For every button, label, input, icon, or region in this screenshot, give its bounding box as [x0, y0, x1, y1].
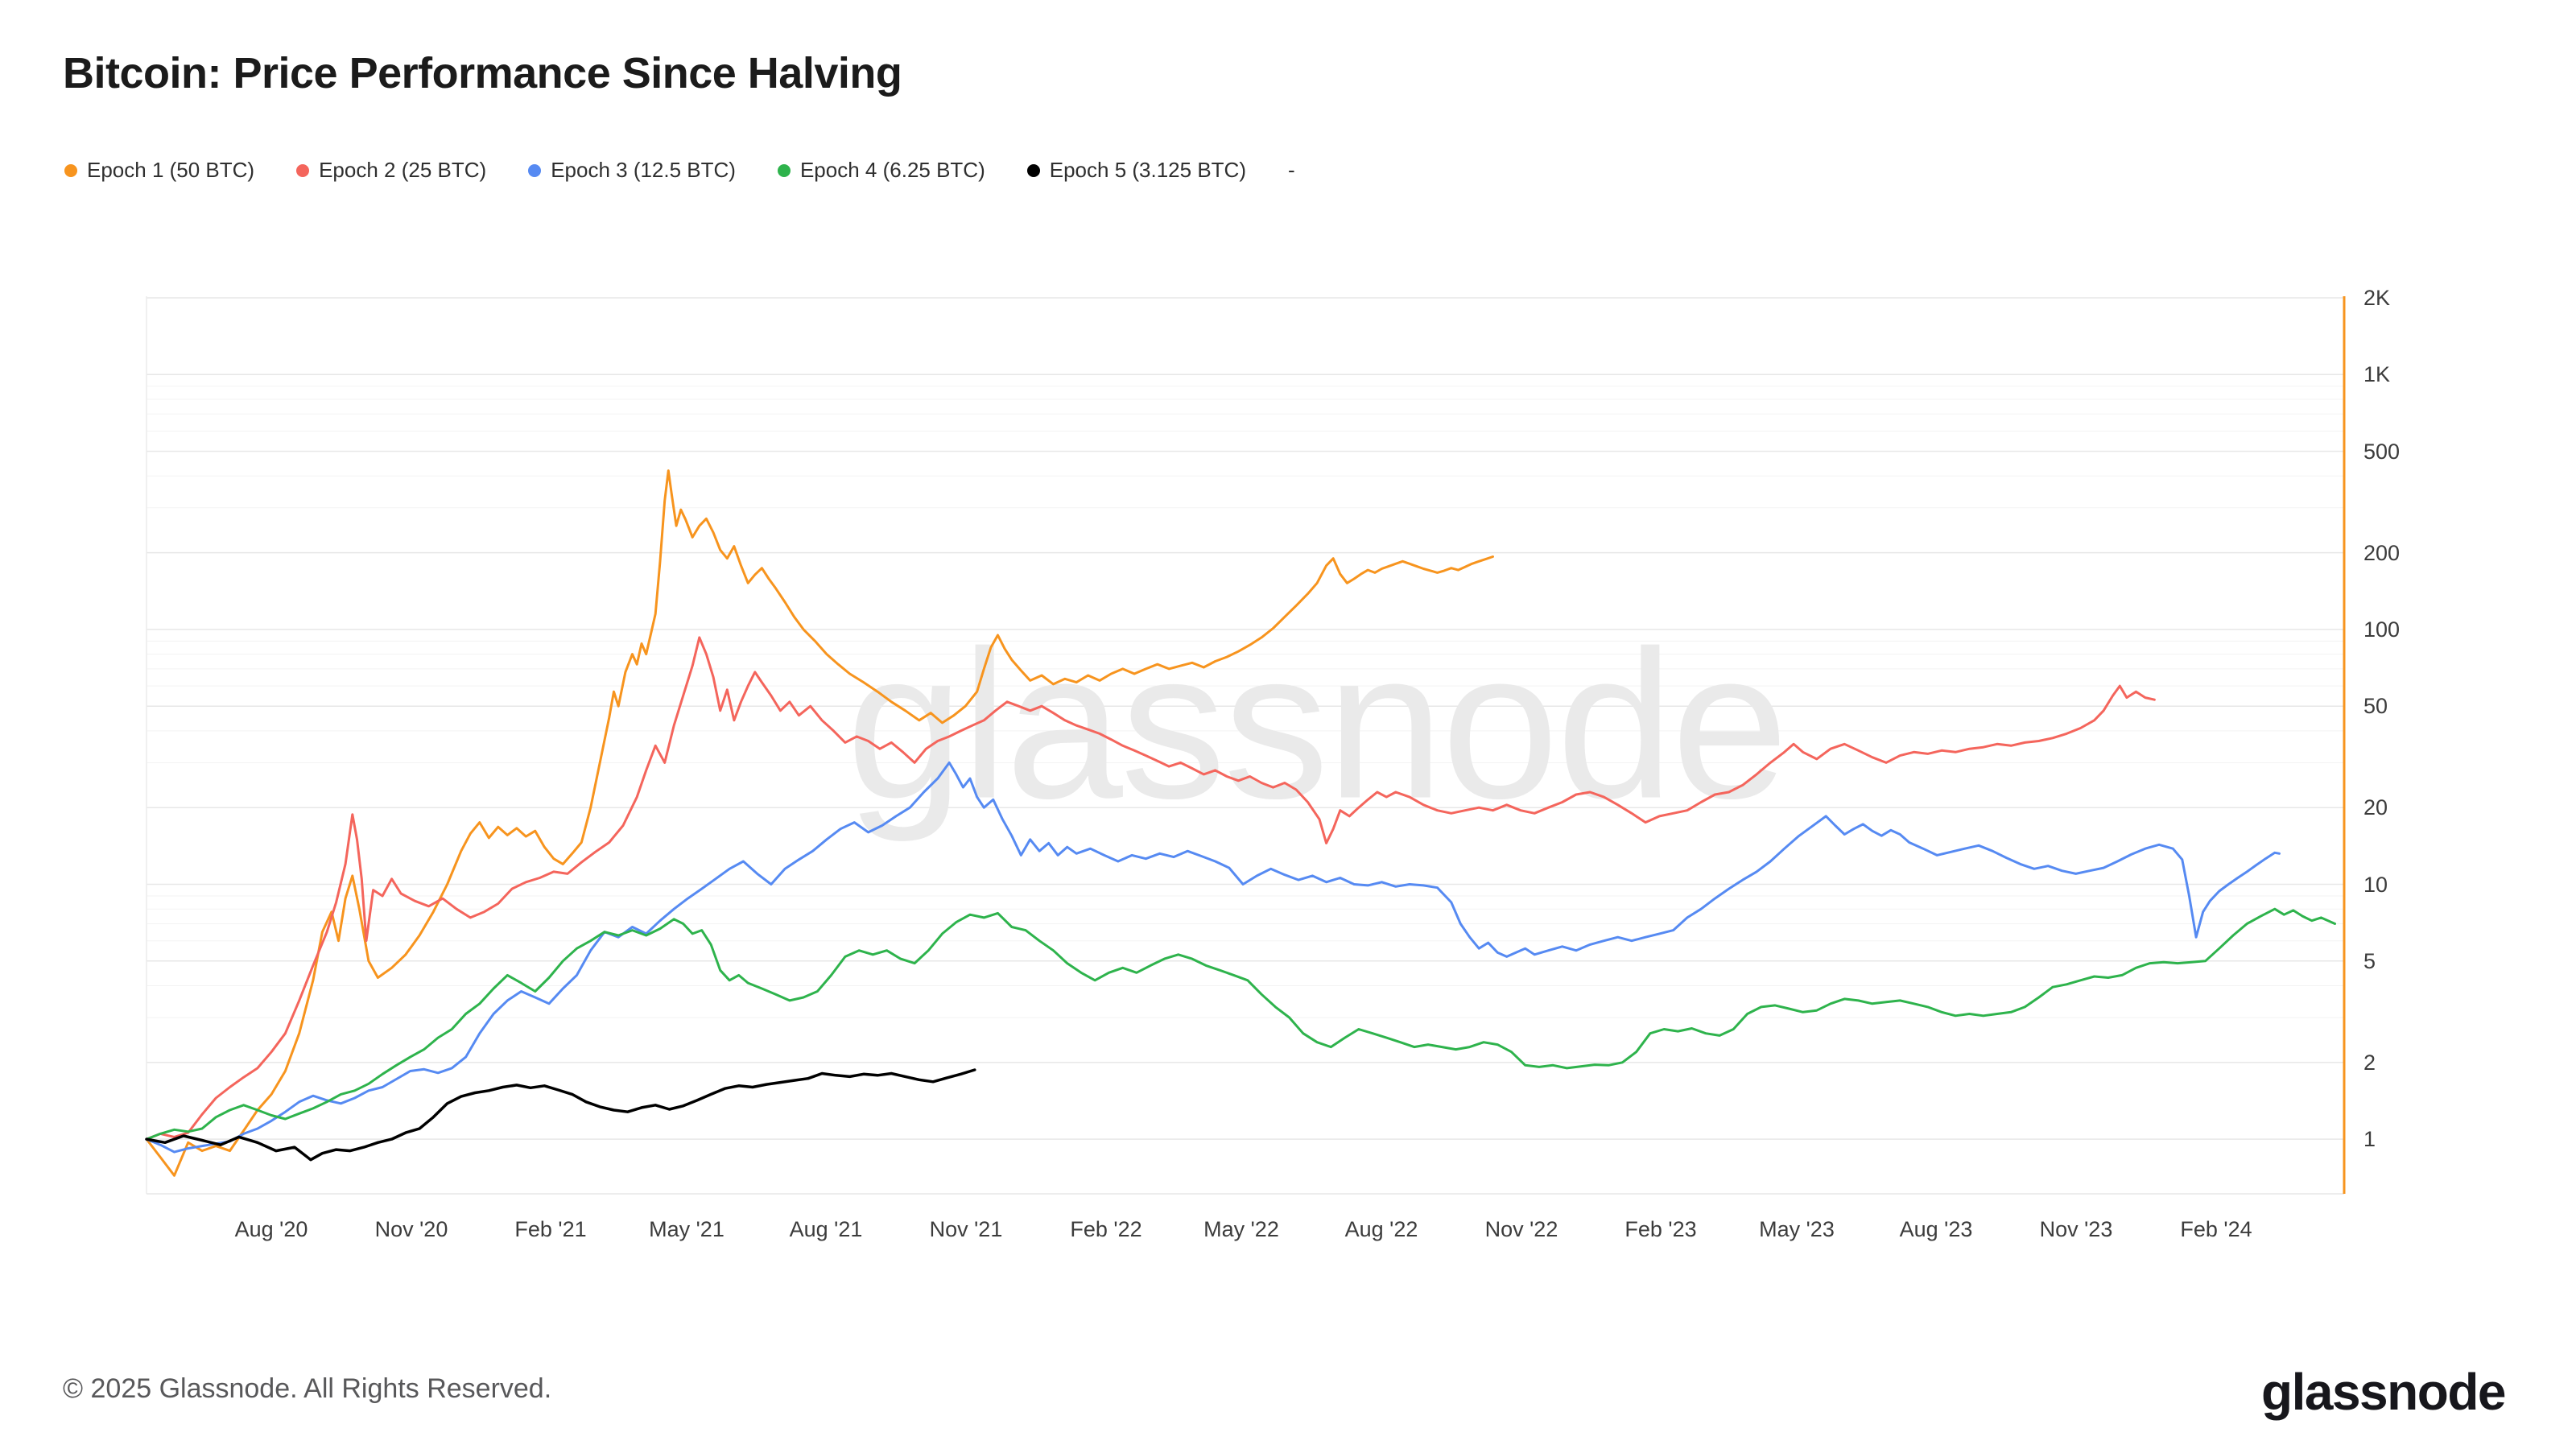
- x-axis-tick: Aug '22: [1344, 1217, 1418, 1241]
- legend-item-1[interactable]: Epoch 1 (50 BTC): [64, 158, 254, 183]
- x-axis-tick: May '23: [1759, 1217, 1835, 1241]
- x-axis-tick: Nov '20: [374, 1217, 448, 1241]
- y-axis-tick-50: 50: [2363, 694, 2388, 718]
- x-axis-tick: May '22: [1203, 1217, 1279, 1241]
- legend-label: Epoch 1 (50 BTC): [87, 158, 255, 182]
- legend-label: Epoch 2 (25 BTC): [319, 158, 487, 182]
- series-lines: [145, 469, 2336, 1177]
- x-axis-tick: Nov '23: [2039, 1217, 2113, 1241]
- legend-dot: [64, 163, 77, 177]
- y-axis-tick-1K: 1K: [2363, 362, 2391, 386]
- series-line-epoch-2: [145, 636, 2156, 1141]
- legend-item-6: -: [1288, 158, 1295, 183]
- legend-label: -: [1287, 158, 1295, 182]
- x-axis-tick: Feb '21: [514, 1217, 587, 1241]
- legend-item-2[interactable]: Epoch 2 (25 BTC): [296, 158, 486, 183]
- legend-item-4[interactable]: Epoch 4 (6.25 BTC): [777, 158, 985, 183]
- series-line-epoch-4: [145, 907, 2336, 1141]
- series-line-epoch-3: [145, 761, 2281, 1154]
- y-axis-tick-200: 200: [2363, 541, 2401, 565]
- series-line-epoch-5: [145, 1068, 976, 1162]
- y-axis-tick-2K: 2K: [2363, 286, 2391, 310]
- copyright-text: © 2025 Glassnode. All Rights Reserved.: [63, 1373, 552, 1404]
- chart-legend: Epoch 1 (50 BTC) Epoch 2 (25 BTC) Epoch 3 …: [64, 158, 1295, 183]
- grid-lines: [147, 297, 2344, 1140]
- x-axis-tick: Aug '21: [789, 1217, 863, 1241]
- y-axis-tick-100: 100: [2363, 617, 2401, 642]
- legend-label: Epoch 4 (6.25 BTC): [799, 158, 985, 182]
- x-axis-tick: Nov '21: [929, 1217, 1003, 1241]
- chart-plot-area[interactable]: [147, 296, 2344, 1194]
- legend-item-3[interactable]: Epoch 3 (12.5 BTC): [528, 158, 736, 183]
- x-axis-tick: Aug '20: [234, 1217, 308, 1241]
- y-axis-tick-1: 1: [2363, 1127, 2376, 1151]
- x-axis-tick: Feb '22: [1070, 1217, 1142, 1241]
- legend-item-5[interactable]: Epoch 5 (3.125 BTC): [1026, 158, 1246, 183]
- y-axis-tick-5: 5: [2363, 949, 2376, 973]
- x-axis-tick: Feb '24: [2180, 1217, 2252, 1241]
- x-axis-tick: Nov '22: [1484, 1217, 1558, 1241]
- x-axis-tick: Aug '23: [1899, 1217, 1973, 1241]
- legend-dot: [296, 163, 310, 177]
- y-axis-tick-10: 10: [2363, 873, 2388, 897]
- y-axis-tick-2: 2: [2363, 1051, 2376, 1075]
- glassnode-logo[interactable]: glassnode: [2260, 1363, 2507, 1421]
- legend-dot: [528, 163, 542, 177]
- legend-dot: [777, 163, 791, 177]
- legend-label: Epoch 3 (12.5 BTC): [551, 158, 736, 182]
- page-title: Bitcoin: Price Performance Since Halving: [63, 49, 902, 97]
- legend-label: Epoch 5 (3.125 BTC): [1049, 158, 1246, 182]
- x-axis-tick: May '21: [649, 1217, 724, 1241]
- y-axis-tick-20: 20: [2363, 795, 2388, 819]
- series-line-epoch-1: [145, 469, 1494, 1177]
- y-axis-tick-500: 500: [2363, 440, 2401, 464]
- legend-dot: [1026, 163, 1040, 177]
- x-axis-tick: Feb '23: [1624, 1217, 1697, 1241]
